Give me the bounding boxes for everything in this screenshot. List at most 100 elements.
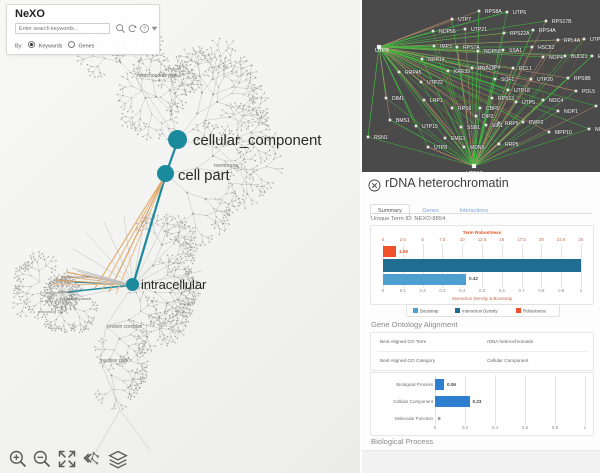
axis-tick-label: 0.2	[419, 288, 426, 293]
radio-genes-label: Genes	[78, 43, 95, 50]
axis-tick-label: 5	[421, 237, 424, 242]
gene-label: IMP3	[440, 44, 452, 50]
axis-tick-label: 1	[583, 425, 587, 430]
help-icon[interactable]: ?	[139, 23, 150, 34]
info-tabs: Summary Genes Interactions	[370, 199, 496, 218]
axis-tick-label: 17.5	[517, 237, 526, 242]
legend-swatch-interaction-density	[455, 307, 460, 313]
go-row-key: Best Aligned GO Term	[380, 339, 427, 344]
graph-toolbar	[0, 445, 360, 473]
graph-label-ribosomal-subunit: ribosomal subunit	[60, 296, 92, 301]
row-divider	[377, 351, 587, 352]
gene-label: RPS22A	[510, 31, 530, 37]
gridline	[555, 375, 556, 425]
bar-interaction-density	[383, 259, 581, 272]
gene-label: UTP7	[458, 17, 471, 23]
gene-label: SIK1	[492, 123, 503, 129]
search-icon[interactable]	[115, 23, 126, 34]
go-alignment-chart: Biological Process Cellular Component Mole…	[370, 372, 594, 436]
gene-label: BUD21	[571, 54, 588, 60]
gene-label: DIM1	[392, 96, 404, 102]
gene-label: RPS4A	[539, 28, 556, 34]
tab-interactions[interactable]: Interactions	[459, 208, 489, 214]
robustness-chart: Term Robustness 0 2.5 5 7.5 10 12.5 15 17.5 20 22…	[370, 225, 594, 305]
alignment-bar-value: 0	[438, 416, 441, 421]
gene-label: UTP20	[537, 77, 553, 83]
fit-to-screen-button[interactable]	[57, 449, 77, 469]
gene-label: UTP10	[466, 171, 483, 172]
legend-label-interaction-density: Interaction Density	[462, 308, 498, 313]
axis-tick-label: 1	[579, 288, 583, 293]
alignment-category-label: Biological Process	[396, 382, 433, 387]
graph-label-protein-complex-2: protein complex	[62, 274, 91, 279]
axis-tick-label: 0	[381, 288, 385, 293]
radio-keywords[interactable]	[28, 41, 36, 48]
table-row: Best Aligned GO Term rDNA heterochromati…	[371, 333, 593, 352]
tab-genes[interactable]: Genes	[422, 208, 439, 214]
robustness-chart-title: Term Robustness	[462, 230, 502, 235]
gene-label: POL5	[582, 89, 595, 95]
graph-label-ribosome: ribosome	[58, 289, 75, 294]
alignment-bar	[435, 379, 444, 390]
axis-tick-label: 0.6	[521, 425, 529, 430]
graph-label-intracellular: intracellular	[141, 277, 207, 292]
gene-label: RRP45	[405, 70, 422, 76]
gene-label: NOC4	[549, 98, 563, 104]
graph-label-protein-complex: protein complex	[107, 324, 143, 330]
legend-swatch-robustness	[516, 307, 521, 313]
fit-selected-button[interactable]	[82, 449, 102, 469]
axis-tick-label: 0	[381, 237, 385, 242]
layers-button[interactable]	[108, 449, 128, 469]
alignment-bar-value: 0.23	[472, 399, 482, 404]
chevron-down-icon[interactable]	[151, 25, 158, 32]
ontology-graph-svg	[12, 16, 284, 453]
gene-label: UTP8	[434, 145, 447, 151]
bar-robustness	[383, 246, 396, 257]
refresh-icon[interactable]	[127, 23, 138, 34]
legend-item-robustness[interactable]: Robustness	[516, 307, 546, 313]
axis-tick-label: 0.1	[399, 288, 406, 293]
gene-label: NOP56	[439, 29, 456, 35]
radio-keywords-label: Keywords	[38, 43, 63, 50]
ontology-graph-canvas[interactable]: cellular_component cell part intracellul…	[0, 0, 360, 473]
gene-label: SSB1	[467, 125, 480, 131]
radio-genes[interactable]	[67, 41, 75, 48]
gene-label: RPS17B	[552, 19, 572, 25]
legend-item-interaction-density[interactable]: Interaction Density	[455, 307, 498, 313]
search-input[interactable]	[15, 23, 110, 34]
zoom-out-button[interactable]	[32, 449, 52, 469]
graph-label-mitochondrial-part: mitochondrial part	[137, 73, 177, 79]
axis-tick-label: 0.6	[498, 288, 505, 293]
zoom-in-button[interactable]	[8, 449, 28, 469]
app-title: NeXO	[15, 8, 45, 20]
gene-label: RPS6	[458, 106, 471, 112]
gene-label: RPS8A	[485, 9, 502, 15]
gene-label: NOP14	[428, 57, 445, 63]
graph-node-cellular-component[interactable]	[168, 130, 187, 149]
gene-label: RCL1	[519, 66, 532, 72]
axis-tick-label: 0.4	[459, 288, 466, 293]
gene-label: SOF1	[501, 77, 514, 83]
interaction-network-panel[interactable]: UTP7 NOP56 UTP21 RPS8A UTP6 RPS17B RPS22A RPS4A…	[362, 0, 600, 172]
search-by-row: By: Keywords Genes	[15, 41, 94, 50]
axis-tick-label: 0.9	[558, 288, 565, 293]
go-alignment-table: Best Aligned GO Term rDNA heterochromati…	[370, 332, 594, 371]
axis-tick-label: 0.2	[461, 425, 469, 430]
gene-label: UTP9	[375, 48, 389, 54]
gene-label: LRP1	[430, 98, 443, 104]
graph-node-intracellular[interactable]	[126, 278, 139, 291]
axis-tick-label: 0.3	[439, 288, 446, 293]
legend-item-bootstrap[interactable]: Bootstrap	[413, 307, 438, 313]
table-row: Best Aligned GO Category Cellular Compon…	[371, 352, 593, 371]
gene-label: RPS7A	[463, 45, 480, 51]
graph-node-cell-part[interactable]	[157, 165, 174, 182]
gene-label: SSA1	[509, 48, 522, 54]
gene-label: BMS1	[396, 118, 410, 124]
search-panel: NeXO ? By: Keywords Genes	[6, 4, 160, 55]
gene-label: UTP13	[590, 37, 600, 43]
axis-tick-label: 7.5	[439, 237, 446, 242]
close-circle-icon[interactable]	[368, 179, 381, 192]
gene-label: RPS9B	[574, 76, 591, 82]
gene-label: ENP1	[598, 54, 600, 60]
